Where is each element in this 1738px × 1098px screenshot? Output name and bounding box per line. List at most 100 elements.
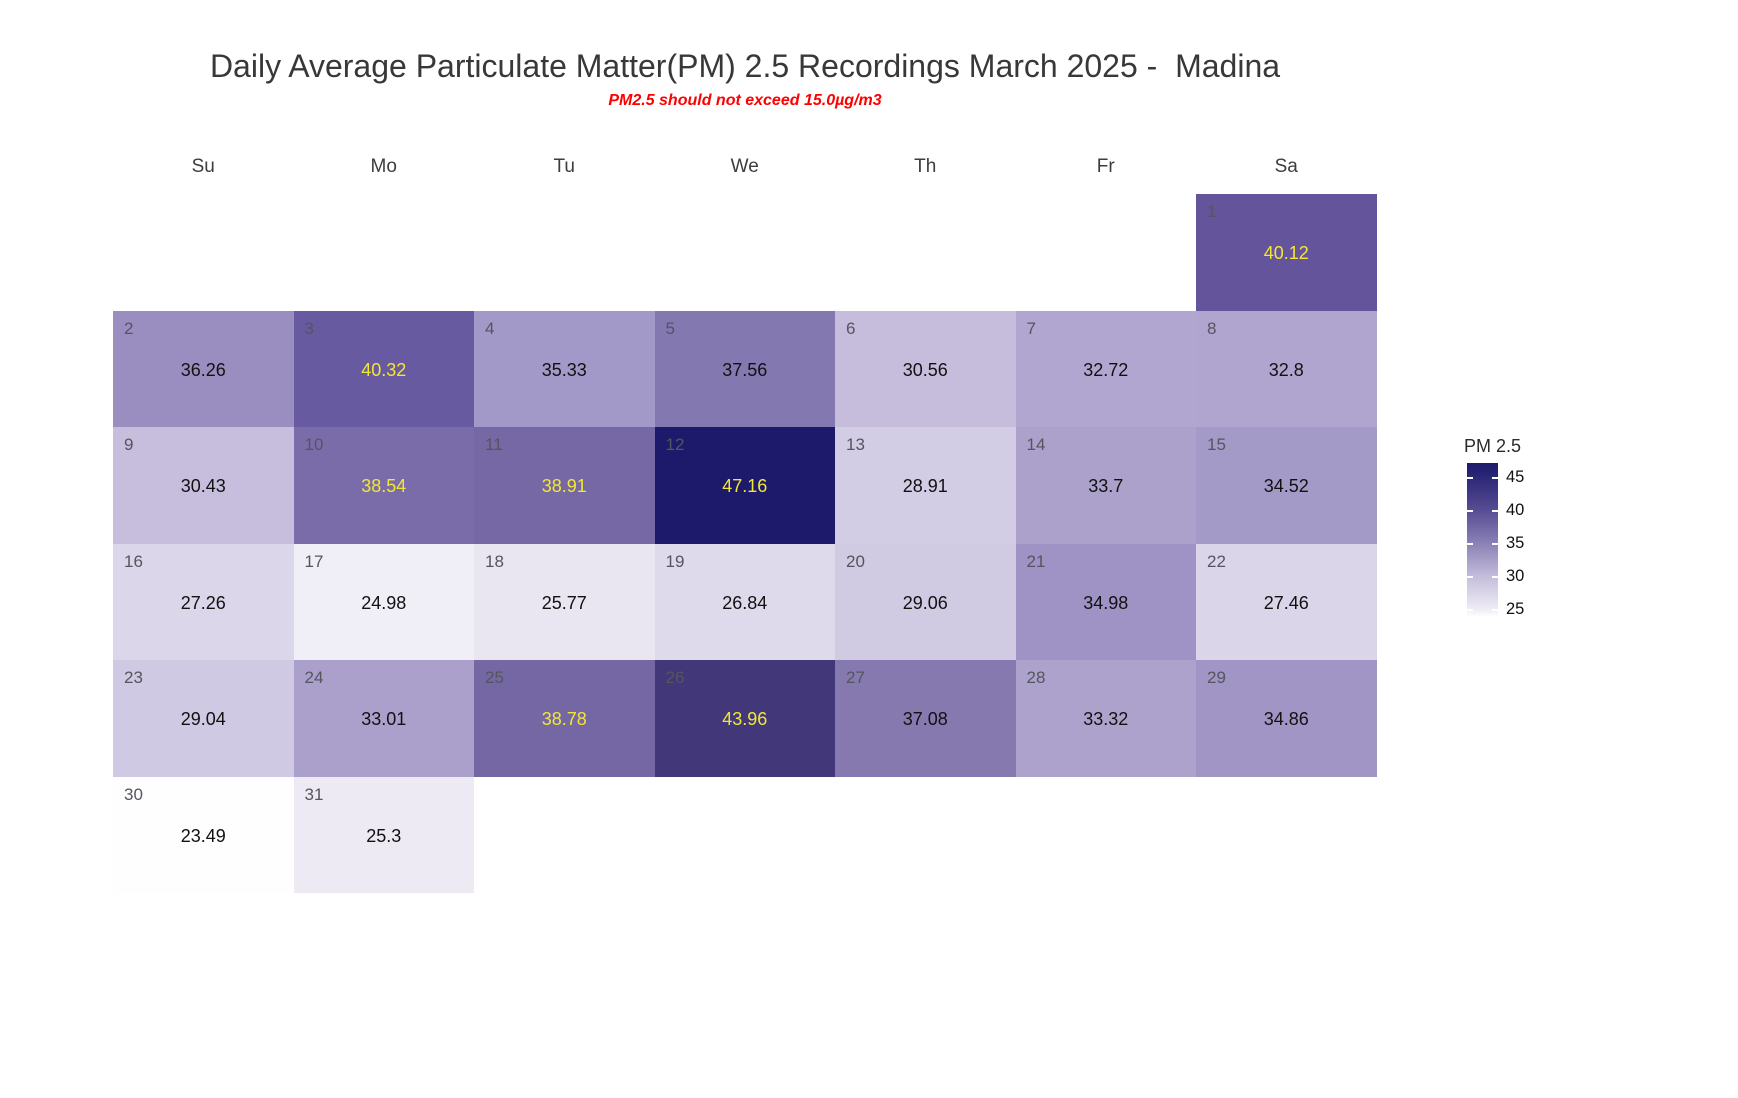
legend-tick-mark xyxy=(1467,609,1473,611)
calendar-cell-14: 14 33.7 xyxy=(1015,427,1196,544)
day-number: 8 xyxy=(1207,318,1217,338)
legend-tick-mark xyxy=(1492,543,1498,545)
day-number: 20 xyxy=(846,551,865,571)
day-number: 24 xyxy=(304,668,324,687)
calendar-cell-9: 9 30.43 xyxy=(113,427,294,544)
day-number: 16 xyxy=(124,551,143,571)
pm25-value: 32.8 xyxy=(1268,359,1304,380)
pm25-value: 40.32 xyxy=(361,359,407,380)
legend-tick-mark xyxy=(1492,576,1498,578)
day-number: 14 xyxy=(1026,435,1046,454)
day-number: 2 xyxy=(124,318,134,338)
pm25-value: 38.91 xyxy=(541,476,587,496)
pm25-value: 27.46 xyxy=(1263,592,1309,613)
calendar-cell-6: 6 30.56 xyxy=(835,310,1016,427)
calendar-cell-20: 20 29.06 xyxy=(835,543,1016,660)
legend-tick-label: 30 xyxy=(1506,567,1525,585)
chart-title: Daily Average Particulate Matter(PM) 2.5… xyxy=(209,48,1281,84)
weekday-header-tu: Tu xyxy=(553,156,575,177)
day-number: 19 xyxy=(665,551,685,571)
weekday-header-row: Su Mo Tu We Th Fr Sa xyxy=(113,156,1377,180)
legend-tick-mark xyxy=(1467,543,1473,545)
calendar-cell-8: 8 32.8 xyxy=(1196,310,1377,427)
pm25-value: 33.7 xyxy=(1088,476,1124,496)
calendar-cell-12: 12 47.16 xyxy=(654,427,835,544)
calendar-cell-23: 23 29.04 xyxy=(113,660,294,777)
legend-tick-mark xyxy=(1467,576,1473,578)
colorbar-legend: PM 2.5 45 40 35 30 25 xyxy=(1440,430,1560,650)
legend-tick-mark xyxy=(1492,477,1498,479)
calendar-cell-27: 27 37.08 xyxy=(835,660,1016,777)
calendar-cell-19: 19 26.84 xyxy=(654,543,835,660)
pm25-value: 34.98 xyxy=(1083,592,1129,613)
pm25-value: 27.26 xyxy=(180,592,226,613)
day-number: 6 xyxy=(846,318,856,338)
weekday-header-fr: Fr xyxy=(1096,156,1115,177)
calendar-cell-24: 24 33.01 xyxy=(293,660,474,777)
day-number: 22 xyxy=(1207,551,1226,571)
calendar-cell-4: 4 35.33 xyxy=(474,310,655,427)
pm25-value: 37.56 xyxy=(722,359,768,380)
weekday-header-mo: Mo xyxy=(370,156,397,177)
day-number: 3 xyxy=(304,318,314,338)
calendar-cell-22: 22 27.46 xyxy=(1196,543,1377,660)
pm25-value: 26.84 xyxy=(722,592,768,613)
calendar-cell-28: 28 33.32 xyxy=(1015,660,1196,777)
calendar-cell-5: 5 37.56 xyxy=(654,310,835,427)
pm25-value: 29.06 xyxy=(902,592,948,613)
pm25-value: 34.86 xyxy=(1263,709,1309,729)
day-number: 23 xyxy=(124,668,143,687)
pm25-value: 33.32 xyxy=(1083,709,1129,729)
day-number: 12 xyxy=(665,435,685,454)
day-number: 27 xyxy=(846,668,865,687)
day-number: 7 xyxy=(1026,318,1036,338)
calendar-cell-21: 21 34.98 xyxy=(1015,543,1196,660)
day-number: 4 xyxy=(485,318,495,338)
weekday-header-th: Th xyxy=(914,156,937,177)
weekday-header-sa: Sa xyxy=(1274,156,1298,177)
pm25-value: 34.52 xyxy=(1263,476,1309,496)
pm25-value: 38.54 xyxy=(361,476,407,496)
legend-tick-mark xyxy=(1467,510,1473,512)
day-number: 15 xyxy=(1207,435,1226,454)
legend-tick-label: 25 xyxy=(1506,600,1525,618)
legend-tick-mark xyxy=(1492,510,1498,512)
calendar-cell-1: 1 40.12 xyxy=(1196,194,1377,311)
weekday-header-we: We xyxy=(730,156,759,177)
pm25-value: 47.16 xyxy=(722,476,768,496)
day-number: 17 xyxy=(304,551,324,571)
legend-tick-label: 35 xyxy=(1506,534,1525,552)
day-number: 11 xyxy=(485,435,503,454)
legend-tick-mark xyxy=(1492,609,1498,611)
legend-colorbar xyxy=(1467,463,1498,616)
pm25-value: 30.43 xyxy=(180,476,226,496)
day-number: 30 xyxy=(124,784,143,804)
day-number: 9 xyxy=(124,435,134,454)
calendar-cell-25: 25 38.78 xyxy=(474,660,655,777)
pm25-value: 25.77 xyxy=(541,592,587,613)
pm25-value: 43.96 xyxy=(722,709,768,729)
calendar-cell-26: 26 43.96 xyxy=(654,660,835,777)
calendar-cell-2: 2 36.26 xyxy=(113,310,294,427)
calendar-cell-15: 15 34.52 xyxy=(1196,427,1377,544)
pm25-value: 28.91 xyxy=(902,476,948,496)
pm25-value: 35.33 xyxy=(541,359,587,380)
day-number: 10 xyxy=(304,435,324,454)
pm25-value: 24.98 xyxy=(361,592,407,613)
pm25-value: 23.49 xyxy=(180,825,226,846)
calendar-cell-7: 7 32.72 xyxy=(1015,310,1196,427)
legend-tick-label: 45 xyxy=(1506,468,1525,486)
calendar-cell-17: 17 24.98 xyxy=(293,543,474,660)
pm25-value: 37.08 xyxy=(902,709,948,729)
calendar-cell-16: 16 27.26 xyxy=(113,543,294,660)
calendar-cell-29: 29 34.86 xyxy=(1196,660,1377,777)
calendar-cell-18: 18 25.77 xyxy=(474,543,655,660)
day-number: 28 xyxy=(1026,668,1046,687)
day-number: 5 xyxy=(665,318,675,338)
pm25-value: 36.26 xyxy=(180,359,226,380)
calendar-cell-13: 13 28.91 xyxy=(835,427,1016,544)
pm25-value: 32.72 xyxy=(1083,359,1129,380)
day-number: 31 xyxy=(304,784,324,804)
pm25-value: 30.56 xyxy=(902,359,948,380)
